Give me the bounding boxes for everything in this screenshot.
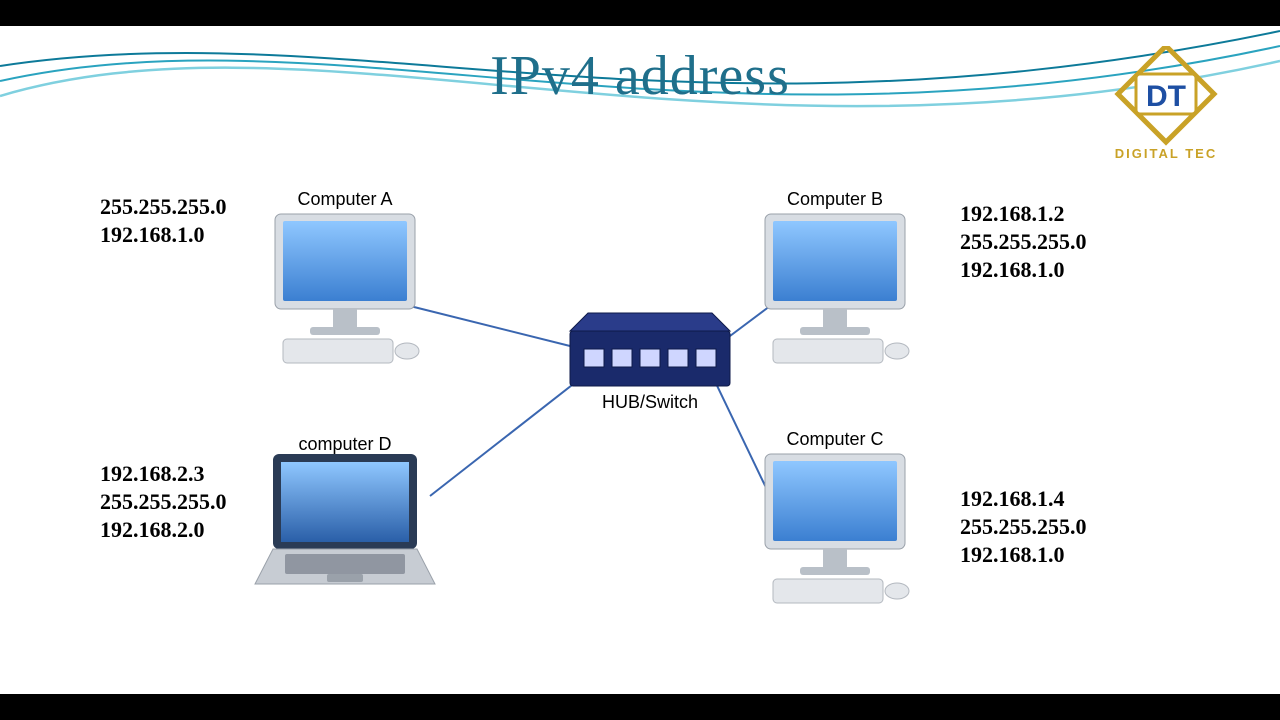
hub-label: HUB/Switch: [602, 392, 698, 412]
diagram-canvas: HUB/Switch Computer A 192.168.1.1255.255.2…: [0, 186, 1280, 694]
page-title: IPv4 address: [0, 44, 1280, 108]
node-label-D: computer D: [298, 434, 391, 454]
svg-text:DIGITAL TEC: DIGITAL TEC: [1115, 146, 1217, 161]
ip-block-B: 192.168.1.2255.255.255.0192.168.1.0: [960, 201, 1087, 282]
ip-block-C: 192.168.1.4255.255.255.0192.168.1.0: [960, 486, 1087, 567]
cable-C: [710, 371, 770, 496]
svg-text:DT: DT: [1146, 80, 1186, 113]
brand-logo: DT DIGITAL TEC: [1096, 46, 1236, 166]
ip-block-A: 192.168.1.1255.255.255.0192.168.1.0: [100, 186, 227, 247]
cable-A: [410, 306, 590, 351]
node-label-B: Computer B: [787, 189, 883, 209]
network-diagram: HUB/Switch Computer A 192.168.1.1255.255.2…: [0, 186, 1280, 694]
node-label-C: Computer C: [786, 429, 883, 449]
node-B: [765, 214, 909, 363]
node-D: [255, 454, 435, 584]
node-C: [765, 454, 909, 603]
hub-switch: HUB/Switch: [570, 313, 730, 412]
slide: IPv4 address DT DIGITAL TEC HUB/Switch Co…: [0, 26, 1280, 694]
node-A: [275, 214, 419, 363]
ip-block-D: 192.168.2.3255.255.255.0192.168.2.0: [100, 461, 227, 542]
cable-D: [430, 371, 590, 496]
node-label-A: Computer A: [297, 189, 392, 209]
